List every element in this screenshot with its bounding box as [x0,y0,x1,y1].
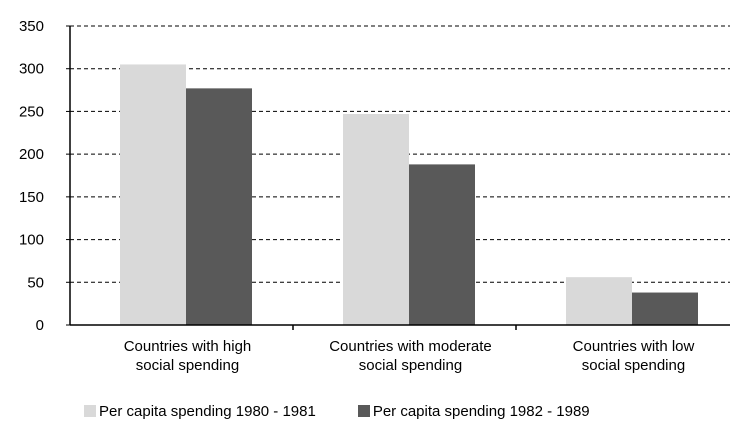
y-tick-label: 250 [19,103,44,120]
y-tick-label: 350 [19,18,44,35]
y-tick-label: 0 [36,317,44,334]
legend-item-series-1: Per capita spending 1980 - 1981 [84,403,316,420]
axes [66,25,730,330]
y-tick-label: 300 [19,61,44,78]
legend-label-series-1: Per capita spending 1980 - 1981 [99,402,316,420]
bar-series-2-cat-1 [186,88,252,325]
y-tick-label: 100 [19,232,44,249]
x-category-label: social spending [136,357,239,374]
legend-swatch-series-1 [84,405,96,417]
bar-series-1-cat-2 [343,113,409,326]
x-category-label: Countries with low [573,338,695,355]
x-axis-category-labels: Countries with high social spending Countr… [124,338,695,374]
y-tick-label: 200 [19,146,44,163]
x-category-label: Countries with moderate [329,338,492,355]
y-axis-tick-labels: 0 50 100 150 200 250 300 350 [19,18,44,334]
bar-series-1-cat-3 [566,277,632,325]
legend: Per capita spending 1980 - 1981 Per capi… [84,400,590,422]
x-category-label: social spending [582,357,685,374]
bars [120,64,698,326]
legend-item-series-2: Per capita spending 1982 - 1989 [357,402,590,420]
y-tick-label: 150 [19,189,44,206]
legend-label-series-2: Per capita spending 1982 - 1989 [372,402,590,420]
legend-swatch-series-2 [357,405,370,417]
bar-series-2-cat-2 [409,164,475,325]
bar-series-2-cat-3 [632,292,698,325]
y-tick-label: 50 [27,274,44,291]
x-category-label: social spending [359,357,462,374]
bar-series-1-cat-1 [120,64,186,325]
x-category-label: Countries with high [124,338,252,355]
